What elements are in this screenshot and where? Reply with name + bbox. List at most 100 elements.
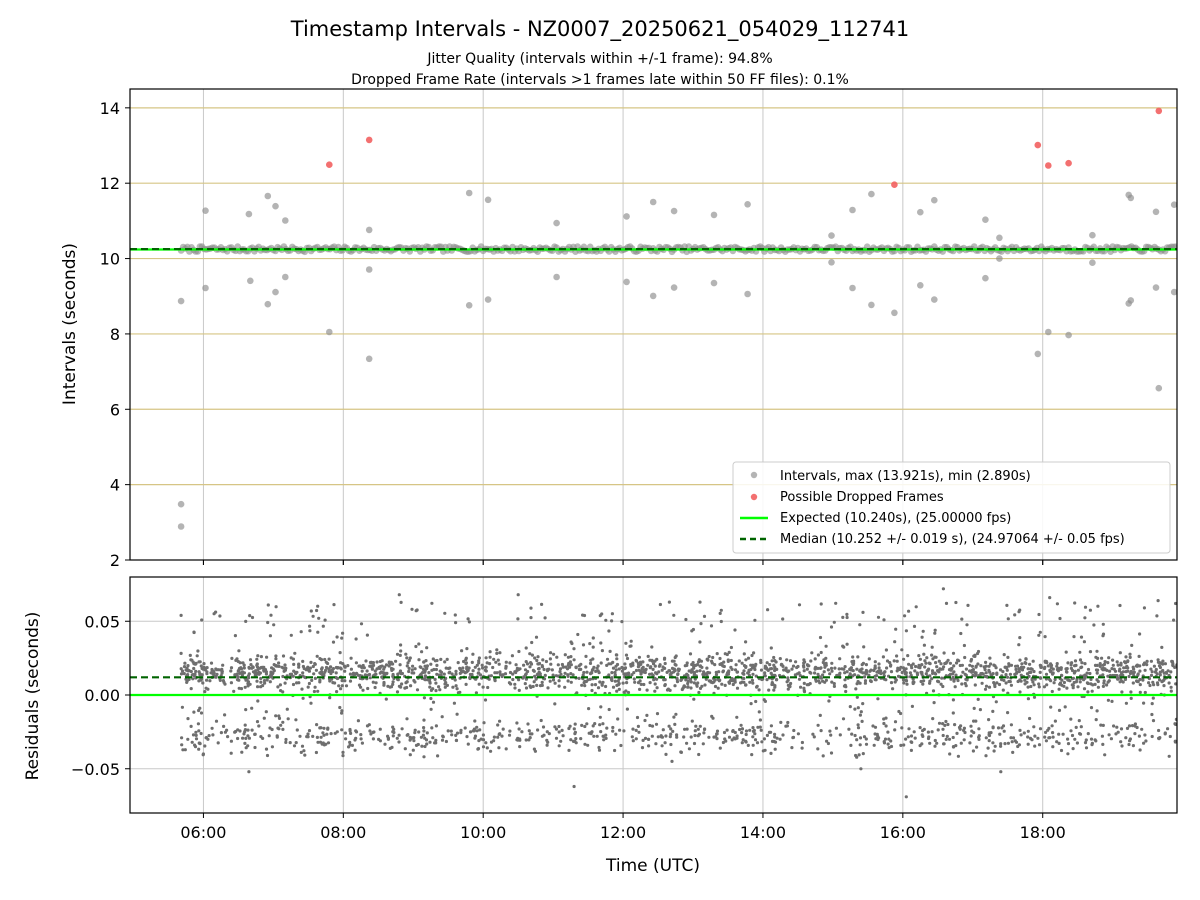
residual-point	[409, 684, 413, 688]
residual-point	[462, 659, 466, 664]
residual-point	[485, 661, 489, 665]
residual-point	[566, 679, 570, 683]
residual-point	[972, 706, 976, 711]
residual-point	[1101, 622, 1105, 626]
residual-point	[1105, 683, 1109, 687]
residual-point	[934, 661, 938, 665]
residual-point	[889, 744, 894, 749]
residual-point	[726, 672, 731, 676]
residual-point	[377, 737, 381, 742]
interval-point	[982, 216, 989, 223]
residual-point	[1169, 685, 1173, 689]
residual-point	[881, 655, 886, 659]
residual-point	[594, 669, 598, 674]
residual-point	[481, 738, 486, 742]
residual-point	[924, 672, 928, 676]
residual-point	[902, 681, 906, 685]
residual-point	[187, 677, 191, 682]
residual-point	[1026, 729, 1030, 733]
residual-point	[1020, 668, 1025, 672]
residual-point	[877, 666, 881, 670]
residual-point	[348, 729, 352, 733]
residual-point	[464, 656, 468, 660]
residual-point	[312, 672, 316, 676]
residual-point	[604, 618, 608, 622]
residual-point	[615, 689, 619, 693]
residual-point	[427, 671, 431, 675]
residual-point	[592, 734, 596, 738]
residual-point	[704, 677, 708, 681]
residual-point	[453, 613, 457, 617]
residual-point	[692, 673, 697, 677]
residual-point	[473, 719, 477, 723]
residual-point	[331, 667, 335, 671]
residual-point	[440, 738, 445, 742]
residual-point	[569, 655, 573, 659]
residual-point	[422, 726, 426, 730]
residual-point	[1000, 678, 1004, 682]
residual-point	[244, 736, 248, 741]
residual-point	[493, 679, 497, 683]
residual-point	[235, 657, 239, 661]
residual-point	[349, 656, 353, 660]
residual-point	[450, 733, 454, 737]
residual-point	[1150, 670, 1154, 674]
residual-point	[901, 678, 906, 682]
residual-point	[417, 658, 421, 662]
residual-point	[933, 628, 937, 632]
residual-point	[308, 666, 312, 670]
residual-point	[620, 669, 625, 673]
residual-point	[360, 741, 364, 745]
residual-point	[308, 629, 312, 633]
residual-point	[516, 593, 520, 597]
residual-point	[1023, 678, 1027, 682]
residual-point	[484, 741, 488, 745]
residual-point	[497, 732, 501, 737]
residual-point	[399, 649, 403, 653]
residual-point	[941, 684, 945, 689]
residual-point	[1001, 688, 1005, 692]
residual-point	[877, 736, 881, 740]
subtitle-dropped: Dropped Frame Rate (intervals >1 frames …	[351, 72, 849, 88]
residual-point	[412, 739, 416, 743]
interval-point	[828, 232, 835, 239]
residual-point	[838, 657, 842, 661]
residual-point	[662, 678, 666, 682]
residual-point	[1119, 663, 1123, 667]
residual-point	[698, 669, 702, 673]
residual-point	[949, 677, 953, 681]
residual-point	[667, 600, 672, 604]
residual-point	[763, 664, 768, 668]
residual-point	[423, 736, 427, 740]
residual-point	[491, 665, 495, 670]
residual-point	[321, 624, 325, 628]
residual-point	[508, 729, 512, 733]
residual-point	[495, 651, 499, 656]
residual-point	[428, 740, 432, 744]
residual-point	[1017, 667, 1021, 671]
residual-point	[683, 727, 687, 731]
residual-point	[854, 753, 858, 758]
residual-point	[600, 649, 605, 653]
residual-point	[911, 677, 915, 681]
residual-point	[1076, 668, 1080, 672]
residual-point	[1088, 608, 1092, 612]
residual-point	[541, 725, 546, 729]
residual-point	[316, 740, 320, 744]
residual-point	[1130, 724, 1135, 728]
residual-point	[1143, 733, 1147, 737]
residual-point	[731, 729, 735, 733]
residual-point	[1122, 666, 1126, 670]
residual-point	[1131, 665, 1135, 669]
interval-point	[1034, 350, 1042, 358]
residual-point	[757, 688, 761, 692]
residual-point	[1078, 650, 1082, 654]
residual-point	[667, 724, 671, 728]
residual-point	[557, 744, 561, 748]
residual-point	[904, 737, 908, 741]
residual-point	[1166, 727, 1170, 731]
interval-point	[1127, 297, 1135, 304]
residual-point	[378, 671, 382, 675]
residual-point	[1055, 740, 1059, 744]
residual-point	[710, 681, 715, 685]
